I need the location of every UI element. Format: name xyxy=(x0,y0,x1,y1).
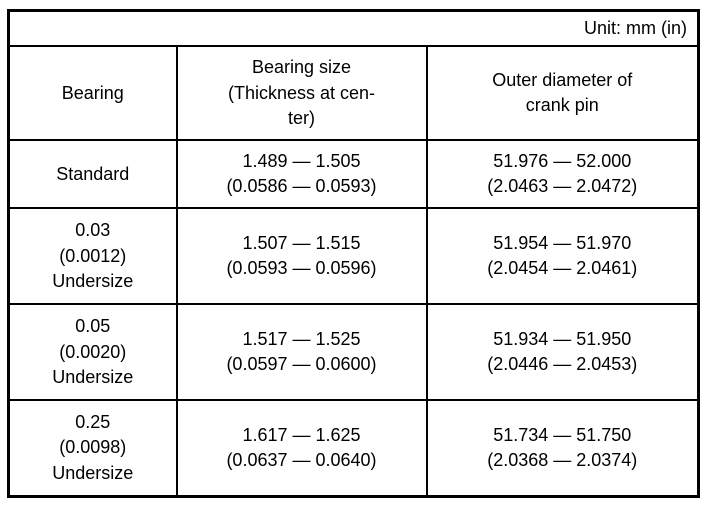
cell-bearing: 0.03 (0.0012) Undersize xyxy=(7,207,178,306)
cell-bearing: 0.25 (0.0098) Undersize xyxy=(7,399,178,498)
cell-crank-pin-od: 51.734 — 51.750 (2.0368 — 2.0374) xyxy=(425,399,700,498)
cell-crank-pin-od: 51.954 — 51.970 (2.0454 — 2.0461) xyxy=(425,207,700,306)
cell-bearing-size: 1.489 — 1.505 (0.0586 — 0.0593) xyxy=(175,139,428,210)
header-bearing-size: Bearing size (Thickness at cen- ter) xyxy=(175,45,428,142)
cell-crank-pin-od: 51.934 — 51.950 (2.0446 — 2.0453) xyxy=(425,303,700,402)
cell-bearing-size: 1.507 — 1.515 (0.0593 — 0.0596) xyxy=(175,207,428,306)
unit-row: Unit: mm (in) xyxy=(7,9,700,48)
cell-crank-pin-od: 51.976 — 52.000 (2.0463 — 2.0472) xyxy=(425,139,700,210)
cell-bearing-size: 1.517 — 1.525 (0.0597 — 0.0600) xyxy=(175,303,428,402)
header-bearing: Bearing xyxy=(7,45,178,142)
table-row: 0.03 (0.0012) Undersize 1.507 — 1.515 (0… xyxy=(7,207,700,306)
cell-bearing-size: 1.617 — 1.625 (0.0637 — 0.0640) xyxy=(175,399,428,498)
cell-bearing: 0.05 (0.0020) Undersize xyxy=(7,303,178,402)
header-crank-pin-od: Outer diameter of crank pin xyxy=(425,45,700,142)
table-row: 0.05 (0.0020) Undersize 1.517 — 1.525 (0… xyxy=(7,303,700,402)
table-row: Standard 1.489 — 1.505 (0.0586 — 0.0593)… xyxy=(7,139,700,210)
table-header-row: Bearing Bearing size (Thickness at cen- … xyxy=(7,45,700,142)
cell-bearing: Standard xyxy=(7,139,178,210)
bearing-spec-table: Unit: mm (in) Bearing Bearing size (Thic… xyxy=(7,9,701,498)
unit-label: Unit: mm (in) xyxy=(7,9,700,48)
table-row: 0.25 (0.0098) Undersize 1.617 — 1.625 (0… xyxy=(7,399,700,498)
